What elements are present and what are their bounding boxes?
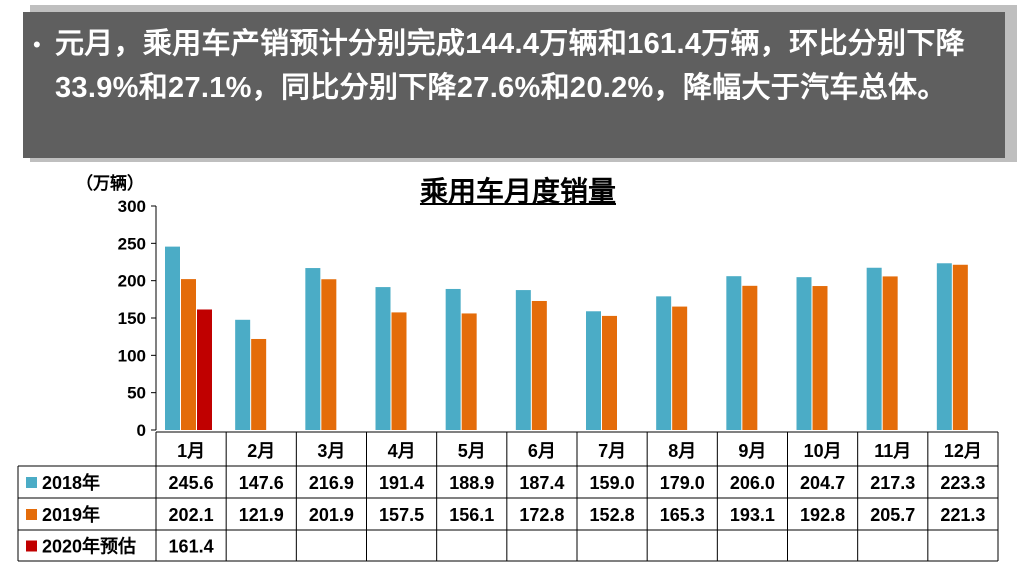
bar-2018年 xyxy=(305,268,321,430)
bar-2018年 xyxy=(726,276,742,430)
data-label: 205.7 xyxy=(870,505,915,525)
y-tick-label: 50 xyxy=(127,384,146,403)
category-label: 11月 xyxy=(874,441,911,461)
legend-swatch xyxy=(26,540,37,552)
category-label: 12月 xyxy=(944,441,982,461)
data-label: 157.5 xyxy=(379,505,424,525)
legend-swatch xyxy=(26,509,37,520)
category-label: 9月 xyxy=(738,441,766,461)
bar-2020年预估 xyxy=(197,309,212,430)
bar-2019年 xyxy=(952,264,968,430)
data-label: 191.4 xyxy=(379,473,424,493)
data-label: 121.9 xyxy=(239,505,284,525)
data-label: 192.8 xyxy=(800,505,845,525)
bar-2018年 xyxy=(586,311,601,430)
data-label: 179.0 xyxy=(660,473,705,493)
bar-2018年 xyxy=(375,287,391,430)
summary-banner: • 元月，乘用车产销预计分别完成144.4万辆和161.4万辆，环比分别下降33… xyxy=(23,12,1005,158)
data-label: 161.4 xyxy=(169,537,214,557)
bar-2019年 xyxy=(251,338,267,430)
bar-2019年 xyxy=(531,300,547,430)
summary-text: 元月，乘用车产销预计分别完成144.4万辆和161.4万辆，环比分别下降33.9… xyxy=(55,28,965,104)
bar-2018年 xyxy=(656,296,672,430)
data-label: 202.1 xyxy=(169,505,214,525)
data-label: 159.0 xyxy=(590,473,635,493)
legend-label: 2018年 xyxy=(42,472,100,493)
legend-label: 2019年 xyxy=(42,504,100,525)
data-label: 172.8 xyxy=(519,505,564,525)
data-label: 245.6 xyxy=(169,473,214,493)
y-tick-label: 100 xyxy=(118,346,146,365)
y-tick-label: 200 xyxy=(118,272,146,291)
bar-2019年 xyxy=(391,312,407,430)
category-label: 3月 xyxy=(317,441,345,461)
data-label: 204.7 xyxy=(800,473,845,493)
data-label: 187.4 xyxy=(519,473,564,493)
bar-2019年 xyxy=(321,279,337,430)
category-label: 7月 xyxy=(598,441,626,461)
y-tick-label: 0 xyxy=(137,421,146,440)
legend-swatch xyxy=(26,477,37,488)
data-label: 223.3 xyxy=(940,473,985,493)
bar-2018年 xyxy=(165,246,180,430)
data-label: 165.3 xyxy=(660,505,705,525)
category-label: 6月 xyxy=(528,441,556,461)
bar-2019年 xyxy=(742,285,758,430)
bar-2019年 xyxy=(812,286,828,430)
data-label: 156.1 xyxy=(449,505,494,525)
data-label: 216.9 xyxy=(309,473,354,493)
data-label: 217.3 xyxy=(870,473,915,493)
bar-2019年 xyxy=(461,313,477,430)
bar-2019年 xyxy=(672,306,688,430)
category-label: 8月 xyxy=(668,441,696,461)
bar-2018年 xyxy=(866,267,882,430)
bar-2018年 xyxy=(515,290,531,430)
data-label: 147.6 xyxy=(239,473,284,493)
data-label: 152.8 xyxy=(590,505,635,525)
unit-label: （万辆） xyxy=(76,174,144,193)
bar-2018年 xyxy=(936,263,952,430)
bar-2019年 xyxy=(181,279,196,430)
category-label: 1月 xyxy=(177,441,205,461)
data-label: 206.0 xyxy=(730,473,775,493)
bar-2019年 xyxy=(602,315,617,430)
category-label: 10月 xyxy=(804,441,842,461)
data-label: 201.9 xyxy=(309,505,354,525)
bar-2018年 xyxy=(445,288,461,430)
legend-label: 2020年预估 xyxy=(42,536,136,557)
category-label: 5月 xyxy=(458,441,486,461)
bar-2019年 xyxy=(882,276,898,430)
bullet-icon: • xyxy=(33,32,41,57)
bar-2018年 xyxy=(796,277,812,430)
chart-title: 乘用车月度销量 xyxy=(419,176,616,207)
y-tick-label: 250 xyxy=(118,234,146,253)
data-label: 221.3 xyxy=(940,505,985,525)
bar-2018年 xyxy=(235,319,251,430)
data-label: 193.1 xyxy=(730,505,775,525)
y-tick-label: 150 xyxy=(118,309,146,328)
category-label: 4月 xyxy=(388,441,416,461)
category-label: 2月 xyxy=(247,441,275,461)
y-tick-label: 300 xyxy=(118,197,146,216)
data-label: 188.9 xyxy=(449,473,494,493)
